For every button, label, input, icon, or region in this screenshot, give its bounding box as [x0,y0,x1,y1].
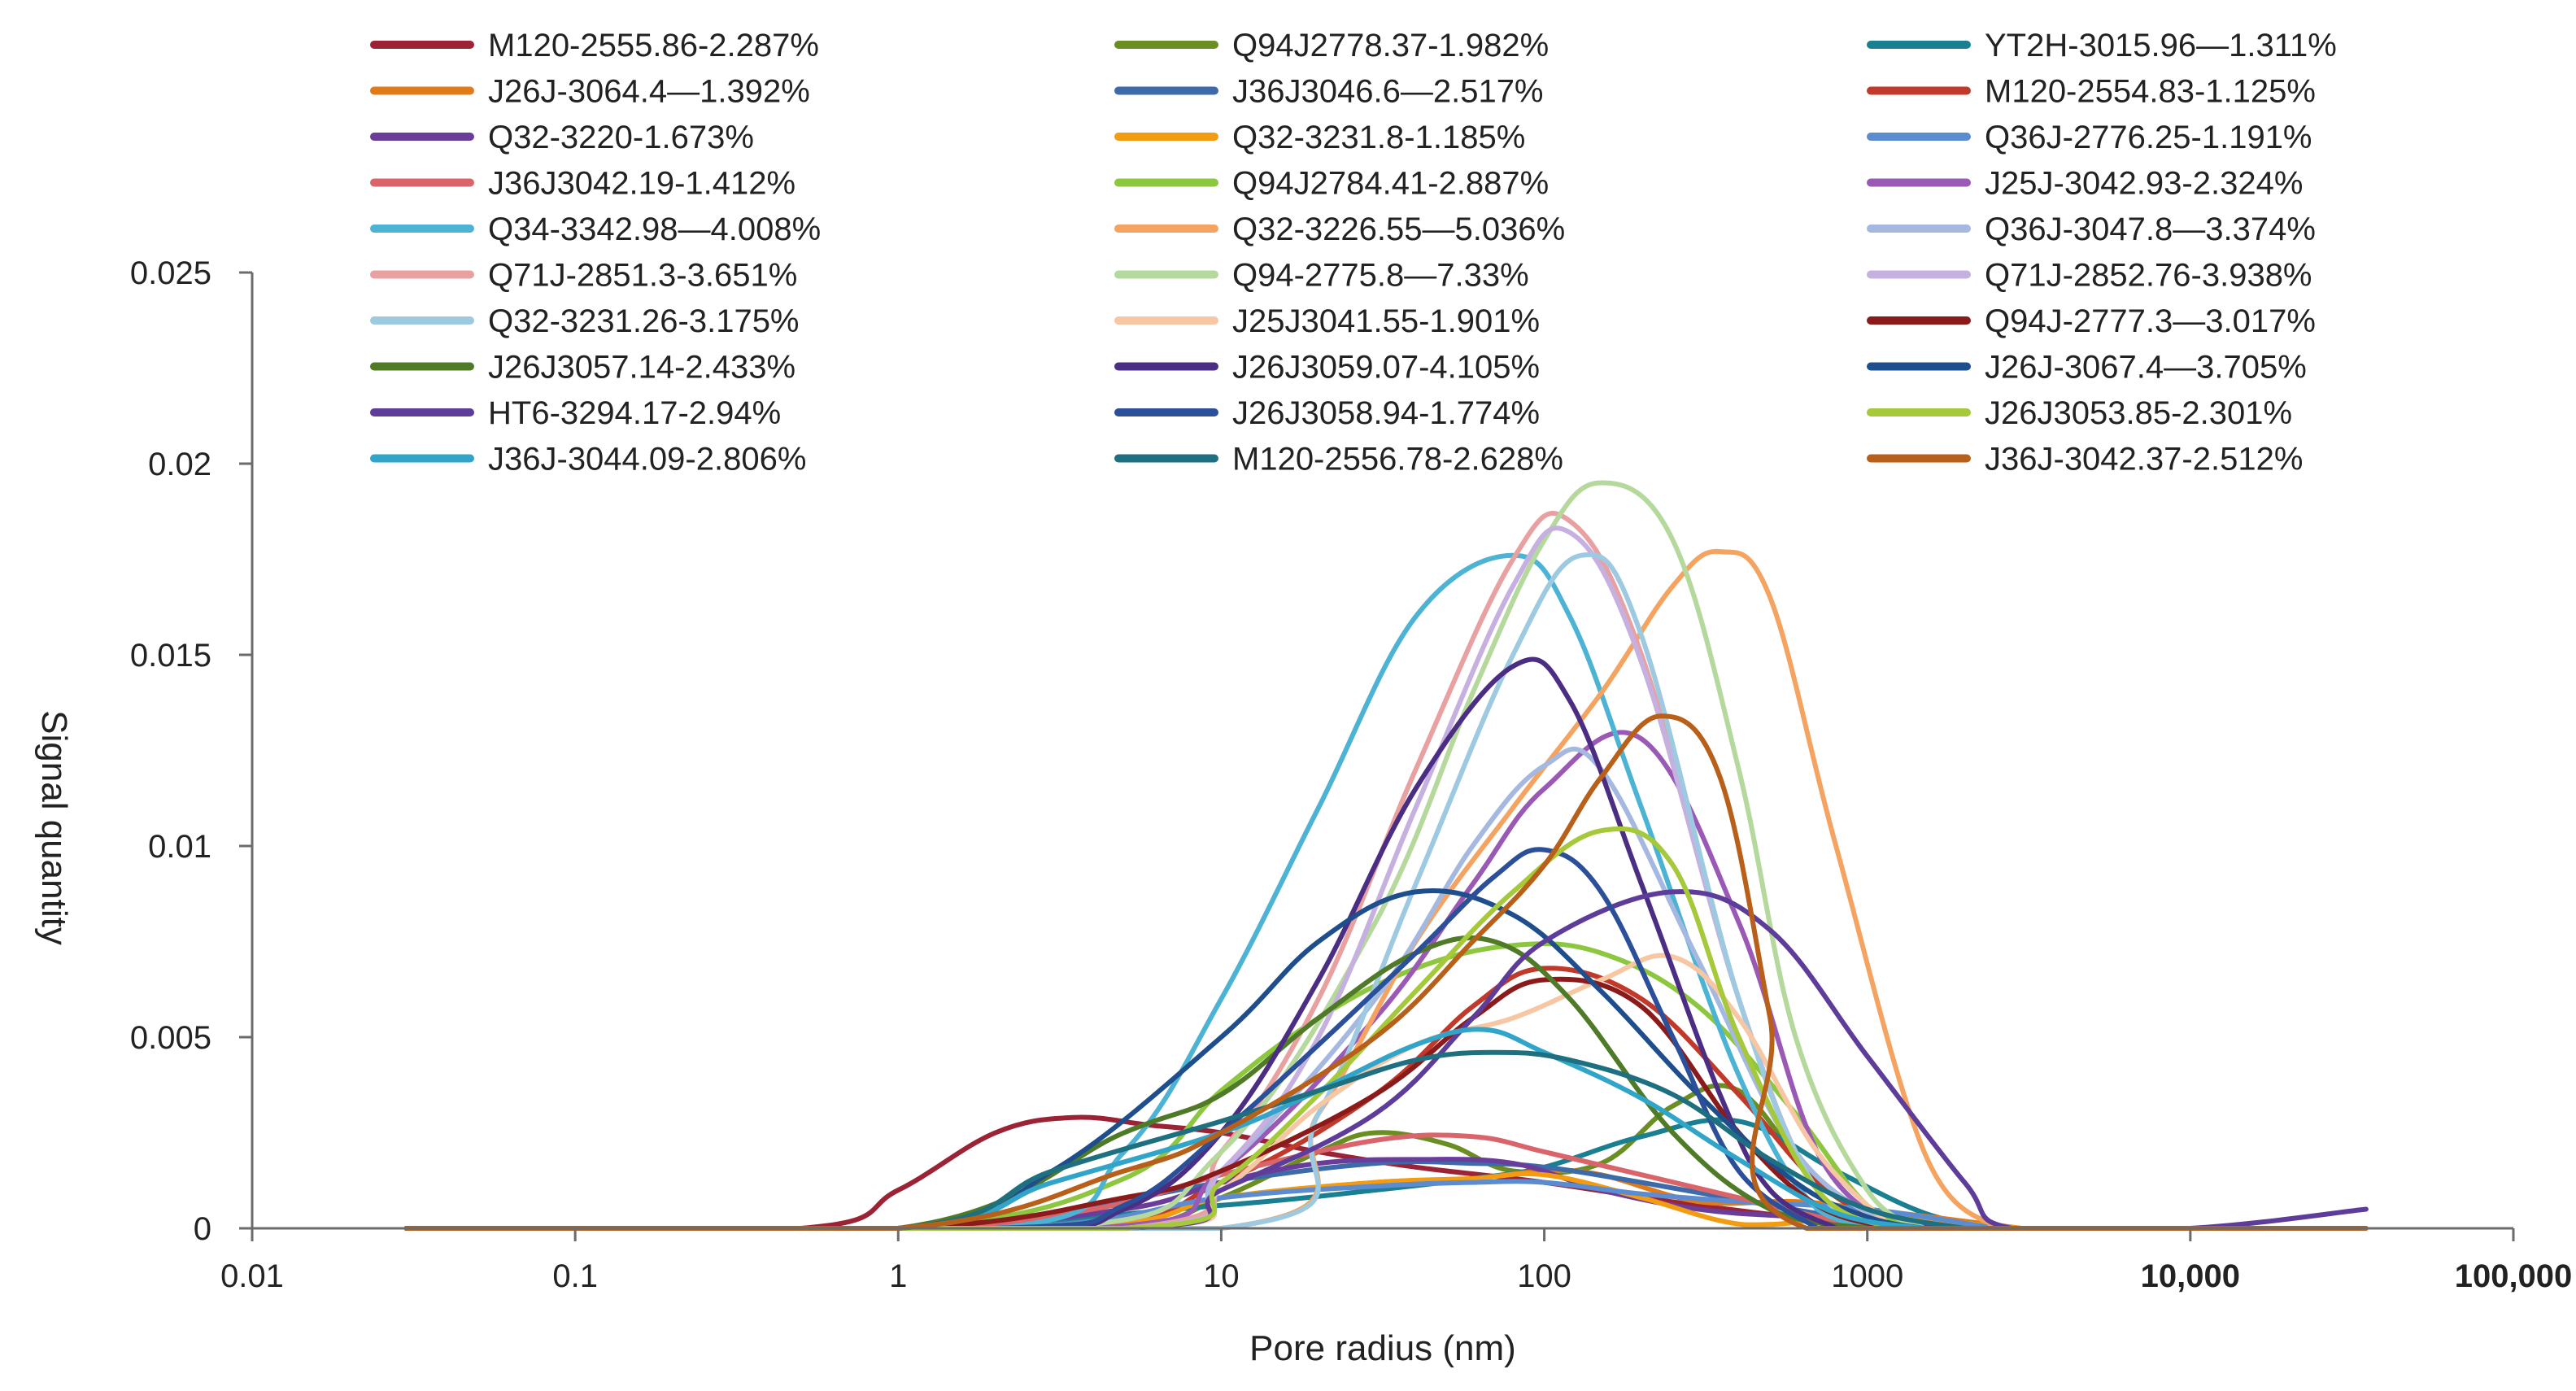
legend-item: J26J3059.07-4.105% [1114,350,1540,386]
legend-label: Q94-2775.8—7.33% [1232,258,1529,294]
legend-item: Q94J2784.41-2.887% [1114,166,1549,202]
legend-label: J26J-3067.4—3.705% [1985,350,2307,386]
legend-label: J26J3057.14-2.433% [488,350,795,386]
legend-item: M120-2554.83-1.125% [1867,74,2316,110]
legend-item: J25J3041.55-1.901% [1114,303,1540,339]
legend-item: J36J3046.6—2.517% [1114,74,1544,110]
legend-item: J26J3058.94-1.774% [1114,395,1540,431]
legend-label: Q36J-3047.8—3.374% [1985,211,2316,247]
legend-label: Q32-3220-1.673% [488,120,754,155]
y-tick-label: 0.02 [148,447,211,482]
legend-item: J36J-3042.37-2.512% [1867,442,2303,477]
legend-label: J25J3041.55-1.901% [1232,303,1540,339]
legend-label: Q71J-2851.3-3.651% [488,258,797,294]
legend-label: Q71J-2852.76-3.938% [1985,258,2312,294]
y-tick-label: 0.01 [148,829,211,865]
legend-item: M120-2556.78-2.628% [1114,442,1563,477]
y-axis-ticks: 0 0.005 0.01 0.015 0.02 0.025 [130,255,252,1247]
chart-axes [251,273,2513,1230]
legend-item: Q94J2778.37-1.982% [1114,28,1549,63]
x-axis-title: Pore radius (nm) [1249,1328,1516,1368]
legend-label: HT6-3294.17-2.94% [488,395,781,431]
legend-item: Q32-3231.8-1.185% [1114,120,1525,155]
series-line [403,552,1896,1232]
x-axis-ticks: 0.01 0.1 1 10 100 1000 10,000 100,000 [220,1228,2572,1294]
legend-item: Q71J-2852.76-3.938% [1867,258,2312,294]
legend-label: J25J-3042.93-2.324% [1985,166,2303,202]
legend-item: J25J-3042.93-2.324% [1867,166,2303,202]
x-tick-label: 10 [1203,1258,1240,1294]
legend-item: Q36J-2776.25-1.191% [1867,120,2312,155]
legend-label: Q34-3342.98—4.008% [488,211,821,247]
legend-label: Q94J2784.41-2.887% [1232,166,1549,202]
legend-item: M120-2555.86-2.287% [370,28,819,63]
legend-label: Q32-3231.26-3.175% [488,303,800,339]
legend-item: Q94J-2777.3—3.017% [1867,303,2316,339]
legend-item: Q94-2775.8—7.33% [1114,258,1529,294]
legend-item: Q36J-3047.8—3.374% [1867,211,2316,247]
legend-item: YT2H-3015.96—1.311% [1867,28,2337,63]
chart-legend: M120-2555.86-2.287% Q94J2778.37-1.982% YT2… [370,28,2337,477]
y-tick-label: 0.025 [130,255,211,291]
legend-label: Q94J-2777.3—3.017% [1985,303,2316,339]
series-lines [403,480,2369,1232]
legend-label: Q32-3231.8-1.185% [1232,120,1525,155]
y-tick-label: 0.005 [130,1020,211,1056]
legend-item: Q32-3226.55—5.036% [1114,211,1565,247]
legend-item: Q71J-2851.3-3.651% [370,258,797,294]
series-line [403,887,1927,1232]
legend-item: J26J-3064.4—1.392% [370,74,810,110]
legend-item: J26J3053.85-2.301% [1867,395,2292,431]
legend-item: Q34-3342.98—4.008% [370,211,821,247]
legend-label: Q32-3226.55—5.036% [1232,211,1565,247]
x-tick-label: 10,000 [2141,1258,2240,1294]
y-tick-label: 0 [194,1211,211,1247]
legend-label: J26J3053.85-2.301% [1985,395,2292,431]
legend-label: J36J-3042.37-2.512% [1985,442,2303,477]
legend-label: M120-2555.86-2.287% [488,28,819,63]
x-tick-label: 1 [889,1258,907,1294]
legend-item: Q32-3231.26-3.175% [370,303,800,339]
legend-item: Q32-3220-1.673% [370,120,754,155]
legend-label: M120-2556.78-2.628% [1232,442,1563,477]
legend-item: J26J-3067.4—3.705% [1867,350,2307,386]
legend-label: J36J3046.6—2.517% [1232,74,1544,110]
legend-label: J26J-3064.4—1.392% [488,74,810,110]
legend-label: J36J3042.19-1.412% [488,166,795,202]
x-tick-label: 0.01 [220,1258,284,1294]
x-tick-label: 0.1 [552,1258,598,1294]
legend-label: J26J3059.07-4.105% [1232,350,1540,386]
legend-label: YT2H-3015.96—1.311% [1985,28,2337,63]
legend-label: J36J-3044.09-2.806% [488,442,806,477]
y-axis-title: Signal quantity [34,710,74,945]
legend-item: HT6-3294.17-2.94% [370,395,781,431]
legend-item: J36J-3044.09-2.806% [370,442,806,477]
x-tick-label: 100 [1517,1258,1571,1294]
legend-item: J26J3057.14-2.433% [370,350,795,386]
legend-label: J26J3058.94-1.774% [1232,395,1540,431]
x-tick-label: 1000 [1831,1258,1903,1294]
series-line [403,713,2369,1232]
legend-label: Q36J-2776.25-1.191% [1985,120,2312,155]
legend-label: Q94J2778.37-1.982% [1232,28,1549,63]
legend-label: M120-2554.83-1.125% [1985,74,2316,110]
y-tick-label: 0.015 [130,638,211,674]
legend-item: J36J3042.19-1.412% [370,166,795,202]
x-tick-label: 100,000 [2455,1258,2573,1294]
